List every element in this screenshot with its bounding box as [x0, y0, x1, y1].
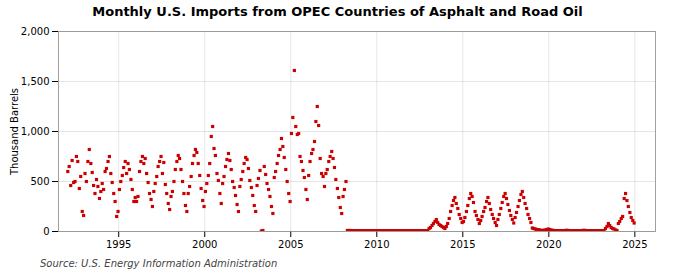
svg-text:2020: 2020 — [536, 239, 561, 250]
svg-text:2000: 2000 — [192, 239, 217, 250]
svg-text:2010: 2010 — [364, 239, 389, 250]
svg-text:1,000: 1,000 — [21, 126, 50, 137]
svg-text:2005: 2005 — [278, 239, 303, 250]
svg-text:2,000: 2,000 — [21, 26, 50, 37]
svg-text:1995: 1995 — [106, 239, 131, 250]
svg-text:0: 0 — [43, 226, 49, 237]
html-text:Source: U.S. Energy Informatio: Source: U.S. Energy Information Administ… — [40, 258, 278, 269]
svg-text:2025: 2025 — [622, 239, 647, 250]
html-text:Monthly U.S. Imports from OPEC: Monthly U.S. Imports from OPEC Countries… — [92, 4, 583, 19]
svg-text:1,500: 1,500 — [21, 76, 50, 87]
svg-text:500: 500 — [30, 176, 49, 187]
svg-text:2015: 2015 — [450, 239, 475, 250]
svg-text:Thousand Barrels: Thousand Barrels — [9, 88, 20, 176]
